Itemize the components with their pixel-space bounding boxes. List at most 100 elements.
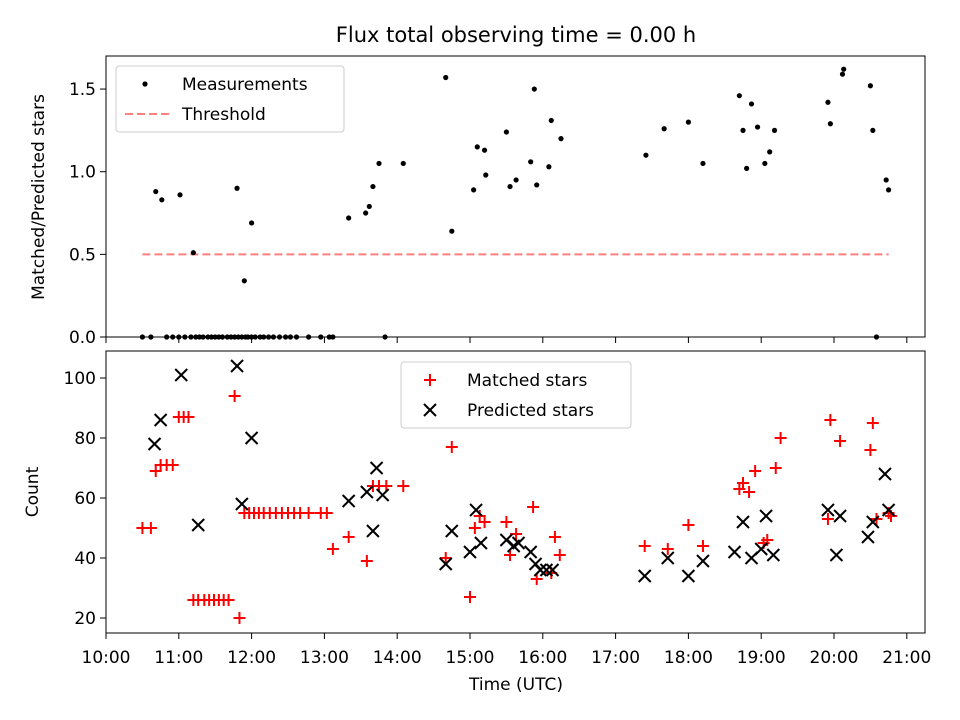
top-legend: Measurements Threshold — [115, 65, 345, 133]
predicted-star-point — [230, 359, 244, 373]
top-y-tick-label: 1.5 — [69, 80, 96, 100]
predicted-star-point — [821, 503, 835, 517]
predicted-star-point — [369, 461, 384, 475]
measurement-point — [661, 126, 667, 132]
matched-star-point — [866, 417, 879, 429]
matched-star-point — [439, 552, 452, 564]
matched-star-point — [445, 441, 458, 453]
predicted-star-point — [638, 569, 652, 583]
x-tick-label: 12:00 — [227, 648, 276, 668]
matched-star-point — [553, 549, 566, 561]
chart-title: Flux total observing time = 0.00 h — [336, 23, 696, 47]
bottom-legend: Matched stars Predicted stars — [400, 361, 632, 429]
measurement-point — [558, 136, 564, 142]
measurement-point — [643, 152, 649, 158]
matched-star-point — [774, 432, 787, 444]
measurement-point — [471, 187, 477, 193]
x-tick-label: 18:00 — [664, 648, 713, 668]
measurement-point — [748, 101, 755, 107]
bottom-y-ticks: 20 40 60 80 100 — [64, 369, 106, 629]
top-plot-area — [139, 66, 892, 340]
bottom-y-tick-label: 40 — [74, 549, 96, 569]
predicted-star-point — [191, 518, 205, 532]
matched-star-point — [864, 444, 877, 456]
measurement-point — [827, 121, 833, 127]
predicted-star-point — [545, 563, 560, 577]
predicted-star-point — [539, 563, 554, 577]
measurement-point — [363, 210, 369, 216]
measurement-point — [241, 278, 247, 284]
measurement-point — [366, 203, 372, 210]
bottom-y-tick-label: 60 — [74, 489, 96, 509]
predicted-star-point — [661, 551, 675, 565]
measurement-point — [483, 172, 489, 178]
measurement-point — [767, 149, 773, 155]
measurement-point — [249, 220, 255, 226]
measurement-point — [376, 160, 382, 167]
matched-star-point — [821, 513, 834, 525]
measurement-point — [234, 185, 240, 191]
predicted-star-point — [147, 437, 162, 451]
measurement-point — [867, 83, 874, 89]
predicted-star-point — [511, 536, 526, 550]
predicted-star-point — [375, 488, 390, 502]
measurement-point — [736, 93, 742, 99]
measurement-point — [740, 127, 746, 133]
predicted-star-point — [878, 467, 892, 481]
x-tick-label: 11:00 — [154, 648, 203, 668]
predicted-star-point — [463, 545, 477, 559]
measurement-point — [744, 165, 750, 171]
measurement-point — [883, 177, 889, 183]
top-y-axis-label: Matched/Predicted stars — [29, 94, 49, 300]
top-y-tick-label: 1.0 — [69, 163, 96, 183]
matched-star-point — [464, 591, 476, 603]
x-tick-label: 13:00 — [300, 648, 349, 668]
bottom-x-ticks: 10:00 11:00 12:00 13:00 14:00 15:00 16:00 17:00… — [82, 633, 931, 668]
predicted-star-point — [366, 524, 380, 538]
legend-matched-marker — [424, 374, 436, 386]
matched-star-point — [743, 486, 756, 498]
measurement-point — [507, 183, 513, 190]
matched-star-point — [144, 522, 157, 534]
predicted-star-point — [696, 554, 710, 568]
measurement-point — [528, 159, 534, 165]
bottom-y-tick-label: 80 — [74, 429, 96, 449]
matched-star-point — [824, 414, 837, 426]
matched-star-point — [749, 465, 762, 477]
predicted-star-point — [766, 548, 781, 562]
matched-star-point — [769, 462, 782, 474]
legend-predicted-label: Predicted stars — [467, 401, 594, 421]
matched-star-point — [834, 435, 847, 447]
x-tick-label: 19:00 — [737, 648, 786, 668]
predicted-star-point — [469, 503, 483, 517]
matched-star-point — [468, 522, 481, 534]
legend-predicted-marker — [423, 403, 437, 417]
bottom-axes: 20 40 60 80 100 10:00 11:00 12:00 13:00 14:00 15:… — [23, 350, 931, 695]
matched-star-point — [320, 507, 333, 519]
measurement-point — [886, 187, 892, 193]
top-y-tick-label: 0.0 — [69, 328, 96, 348]
predicted-star-point — [727, 545, 742, 559]
bottom-plot-area — [136, 359, 898, 624]
bottom-y-axis-label: Count — [23, 466, 43, 517]
matched-star-point — [342, 531, 355, 543]
measurement-point — [443, 74, 449, 81]
matched-star-point — [737, 477, 749, 489]
measurement-point — [870, 127, 876, 133]
matched-star-point — [302, 507, 315, 519]
x-tick-label: 17:00 — [591, 648, 640, 668]
measurement-point — [177, 192, 183, 198]
measurement-point — [685, 119, 692, 125]
x-tick-label: 14:00 — [373, 648, 422, 668]
measurement-point — [481, 147, 488, 153]
predicted-star-point — [474, 536, 488, 550]
bottom-y-tick-label: 20 — [74, 609, 96, 629]
predicted-star-point — [533, 563, 548, 577]
predicted-star-point — [759, 509, 773, 523]
matched-star-point — [233, 612, 246, 624]
top-x-ticks — [105, 337, 908, 343]
matched-star-point — [326, 543, 339, 555]
measurement-point — [370, 183, 376, 190]
predicted-star-point — [153, 413, 168, 427]
